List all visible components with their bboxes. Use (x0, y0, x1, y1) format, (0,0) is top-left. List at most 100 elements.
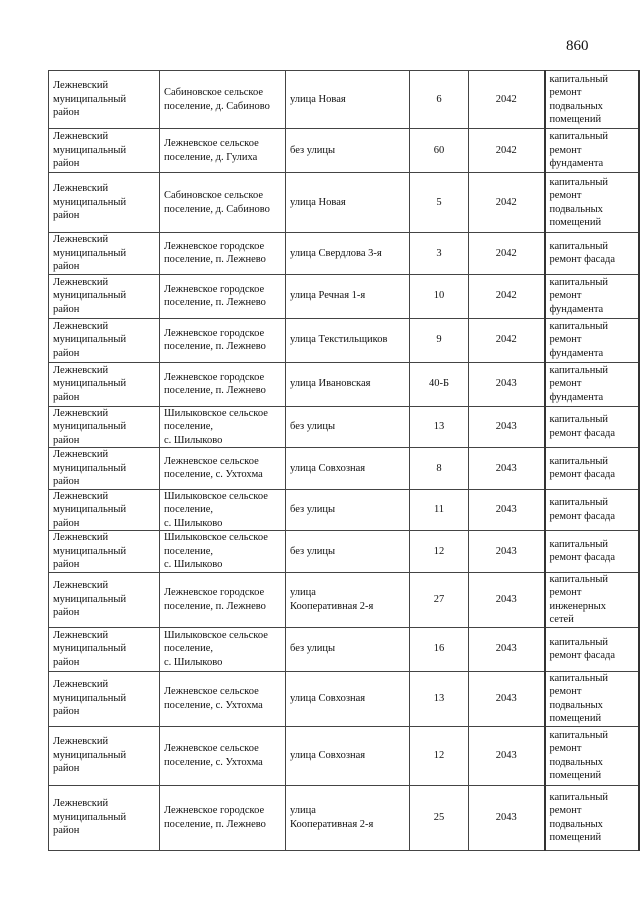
cell-work: капитальный ремонт фасада (543, 488, 640, 531)
cell-street: улица Новая (285, 70, 410, 129)
cell-street: улица Ивановская (285, 361, 410, 407)
cell-district: Лежневский муниципальный район (48, 70, 160, 129)
cell-house: 8 (409, 447, 469, 490)
cell-district: Лежневский муниципальный район (48, 626, 160, 672)
cell-house: 11 (409, 488, 469, 531)
cell-year: 2042 (468, 317, 545, 363)
cell-street: без улицы (285, 405, 410, 448)
cell-district: Лежневский муниципальный район (48, 784, 160, 851)
cell-year: 2043 (468, 626, 545, 672)
table-row: Лежневский муниципальный район Лежневское… (48, 361, 640, 407)
table-row: Лежневский муниципальный район Лежневское… (48, 725, 640, 786)
cell-settlement: Лежневское городское поселение, п. Лежне… (159, 571, 286, 628)
cell-year: 2043 (468, 784, 545, 851)
cell-street: улица Кооперативная 2-я (285, 784, 410, 851)
cell-settlement: Сабиновское сельское поселение, д. Сабин… (159, 70, 286, 129)
table-row: Лежневский муниципальный район Сабиновско… (48, 70, 640, 129)
cell-district: Лежневский муниципальный район (48, 571, 160, 628)
cell-year: 2043 (468, 488, 545, 531)
cell-work: капитальный ремонт подвальных помещений (543, 70, 640, 129)
cell-settlement: Лежневское городское поселение, п. Лежне… (159, 232, 286, 275)
cell-settlement: Лежневское городское поселение, п. Лежне… (159, 317, 286, 363)
cell-street: улица Кооперативная 2-я (285, 571, 410, 628)
table-row: Лежневский муниципальный район Шилыковско… (48, 405, 640, 448)
cell-house: 3 (409, 232, 469, 275)
cell-settlement: Лежневское городское поселение, п. Лежне… (159, 273, 286, 319)
cell-settlement: Лежневское сельское поселение, с. Ухтохм… (159, 725, 286, 786)
cell-settlement: Шилыковское сельское поселение, с. Шилык… (159, 530, 286, 573)
cell-work: капитальный ремонт фасада (543, 447, 640, 490)
cell-house: 5 (409, 172, 469, 233)
cell-year: 2042 (468, 232, 545, 275)
cell-year: 2043 (468, 361, 545, 407)
cell-settlement: Лежневское сельское поселение, д. Гулиха (159, 128, 286, 173)
repair-schedule-table: Лежневский муниципальный район Сабиновско… (48, 70, 640, 851)
cell-house: 12 (409, 530, 469, 573)
table-row: Лежневский муниципальный район Лежневское… (48, 273, 640, 319)
cell-street: улица Совхозная (285, 447, 410, 490)
cell-work: капитальный ремонт подвальных помещений (543, 725, 640, 786)
cell-district: Лежневский муниципальный район (48, 447, 160, 490)
table-row: Лежневский муниципальный район Сабиновско… (48, 172, 640, 233)
cell-year: 2042 (468, 273, 545, 319)
cell-street: без улицы (285, 128, 410, 173)
table-row: Лежневский муниципальный район Лежневское… (48, 670, 640, 727)
table-row: Лежневский муниципальный район Лежневское… (48, 317, 640, 363)
cell-house: 10 (409, 273, 469, 319)
cell-year: 2042 (468, 128, 545, 173)
cell-settlement: Лежневское городское поселение, п. Лежне… (159, 784, 286, 851)
cell-house: 6 (409, 70, 469, 129)
cell-district: Лежневский муниципальный район (48, 725, 160, 786)
cell-street: улица Совхозная (285, 725, 410, 786)
cell-house: 16 (409, 626, 469, 672)
cell-street: улица Совхозная (285, 670, 410, 727)
cell-work: капитальный ремонт подвальных помещений (543, 670, 640, 727)
cell-house: 12 (409, 725, 469, 786)
cell-year: 2043 (468, 405, 545, 448)
cell-work: капитальный ремонт подвальных помещений (543, 172, 640, 233)
cell-work: капитальный ремонт фасада (543, 530, 640, 573)
cell-street: без улицы (285, 626, 410, 672)
cell-work: капитальный ремонт инженерных сетей (543, 571, 640, 628)
cell-house: 25 (409, 784, 469, 851)
cell-district: Лежневский муниципальный район (48, 273, 160, 319)
cell-district: Лежневский муниципальный район (48, 530, 160, 573)
page-number: 860 (566, 38, 589, 54)
cell-house: 40-Б (409, 361, 469, 407)
cell-work: капитальный ремонт фундамента (543, 273, 640, 319)
cell-street: улица Свердлова 3-я (285, 232, 410, 275)
cell-year: 2043 (468, 725, 545, 786)
cell-district: Лежневский муниципальный район (48, 172, 160, 233)
cell-year: 2042 (468, 70, 545, 129)
cell-house: 13 (409, 405, 469, 448)
table-row: Лежневский муниципальный район Лежневское… (48, 232, 640, 275)
cell-street: улица Текстильщиков (285, 317, 410, 363)
table-row: Лежневский муниципальный район Лежневское… (48, 571, 640, 628)
cell-street: улица Новая (285, 172, 410, 233)
cell-settlement: Шилыковское сельское поселение, с. Шилык… (159, 488, 286, 531)
cell-district: Лежневский муниципальный район (48, 232, 160, 275)
cell-year: 2043 (468, 530, 545, 573)
cell-settlement: Сабиновское сельское поселение, д. Сабин… (159, 172, 286, 233)
cell-work: капитальный ремонт фундамента (543, 128, 640, 173)
cell-house: 9 (409, 317, 469, 363)
cell-settlement: Лежневское городское поселение, п. Лежне… (159, 361, 286, 407)
cell-year: 2043 (468, 447, 545, 490)
cell-year: 2042 (468, 172, 545, 233)
cell-house: 13 (409, 670, 469, 727)
table-row: Лежневский муниципальный район Шилыковско… (48, 530, 640, 573)
cell-district: Лежневский муниципальный район (48, 317, 160, 363)
cell-district: Лежневский муниципальный район (48, 488, 160, 531)
cell-work: капитальный ремонт фундамента (543, 361, 640, 407)
cell-work: капитальный ремонт фундамента (543, 317, 640, 363)
table-row: Лежневский муниципальный район Лежневское… (48, 128, 640, 173)
cell-district: Лежневский муниципальный район (48, 361, 160, 407)
cell-settlement: Шилыковское сельское поселение, с. Шилык… (159, 405, 286, 448)
cell-settlement: Лежневское сельское поселение, с. Ухтохм… (159, 447, 286, 490)
cell-work: капитальный ремонт подвальных помещений (543, 784, 640, 851)
table-row: Лежневский муниципальный район Шилыковско… (48, 626, 640, 672)
cell-street: без улицы (285, 530, 410, 573)
cell-year: 2043 (468, 571, 545, 628)
table-row: Лежневский муниципальный район Лежневское… (48, 784, 640, 851)
